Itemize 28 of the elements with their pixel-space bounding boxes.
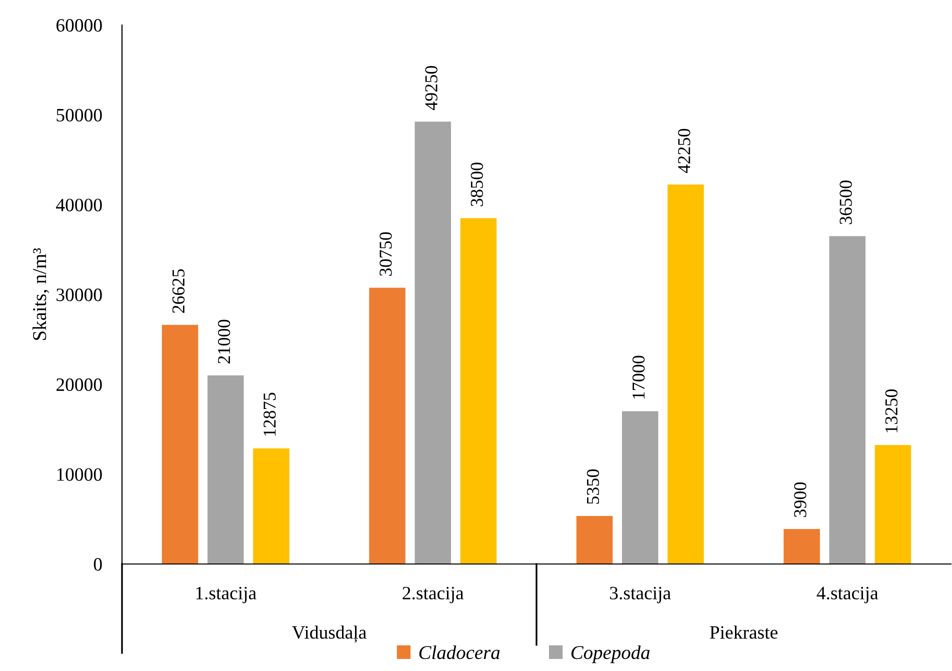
y-tick-label: 30000 xyxy=(56,288,102,302)
y-tick-label: 10000 xyxy=(57,468,102,481)
text: Vidusdaļa xyxy=(292,626,366,643)
y-tick-label: 40000 xyxy=(56,198,102,212)
data-label: 30750 xyxy=(380,232,392,276)
x-tick-label: 3.stacija xyxy=(610,586,671,604)
data-label: 42250 xyxy=(678,128,690,173)
data-label: 17000 xyxy=(632,356,645,399)
x-tick-label: 2.stacija xyxy=(402,586,464,604)
data-label: 21000 xyxy=(218,320,230,364)
data-label: 12875 xyxy=(264,392,276,436)
y-tick-label: 50000 xyxy=(56,108,102,122)
y-tick-label: 20000 xyxy=(56,378,102,392)
legend-label: Copepoda xyxy=(571,645,650,664)
y-tick-label: 60000 xyxy=(56,19,102,32)
y-tick-label: 0 xyxy=(94,558,102,571)
data-label: 13250 xyxy=(885,389,898,432)
data-label: 3900 xyxy=(794,482,806,517)
data-label: 38500 xyxy=(470,162,483,206)
text: Piekraste xyxy=(710,626,778,639)
data-label: 26625 xyxy=(172,269,185,313)
x-tick-label: 1.stacija xyxy=(196,586,256,604)
data-label: 36500 xyxy=(840,180,852,224)
y-axis-title: Skaits, n/m³ xyxy=(32,248,49,340)
data-label: 5350 xyxy=(586,469,600,504)
legend-label: Cladocera xyxy=(419,645,500,660)
data-label: 49250 xyxy=(425,66,438,110)
x-tick-label: 4.stacija xyxy=(816,586,878,604)
